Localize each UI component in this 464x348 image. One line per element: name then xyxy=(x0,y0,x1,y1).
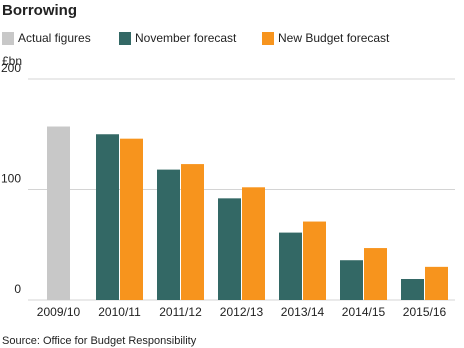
x-tick-label: 2010/11 xyxy=(98,305,141,319)
bar xyxy=(242,187,265,300)
x-tick-label: 2012/13 xyxy=(220,305,264,319)
bar xyxy=(120,138,143,300)
source-note: Source: Office for Budget Responsibility xyxy=(2,335,197,347)
legend-swatch xyxy=(262,32,274,45)
bar xyxy=(47,126,70,300)
y-tick-label: 200 xyxy=(1,61,21,75)
y-tick-label: 100 xyxy=(1,172,21,186)
bar xyxy=(340,260,363,300)
chart-title: Borrowing xyxy=(2,2,77,19)
x-tick-label: 2013/14 xyxy=(281,305,325,319)
bar xyxy=(401,279,424,300)
bar xyxy=(303,221,326,300)
bar xyxy=(157,169,180,300)
bar xyxy=(218,198,241,300)
x-tick-label: 2014/15 xyxy=(342,305,386,319)
bar xyxy=(364,248,387,300)
legend-label: November forecast xyxy=(135,31,237,45)
bar xyxy=(279,232,302,300)
x-tick-label: 2015/16 xyxy=(403,305,447,319)
bar xyxy=(425,266,448,300)
legend-label: New Budget forecast xyxy=(278,31,390,45)
legend-label: Actual figures xyxy=(18,31,91,45)
legend-swatch xyxy=(2,32,14,45)
y-tick-label: 0 xyxy=(14,282,21,296)
legend-swatch xyxy=(119,32,131,45)
x-tick-label: 2009/10 xyxy=(37,305,81,319)
y-axis-label: £bn xyxy=(2,54,22,68)
bar xyxy=(96,134,119,300)
x-tick-label: 2011/12 xyxy=(159,305,202,319)
bar xyxy=(181,164,204,300)
